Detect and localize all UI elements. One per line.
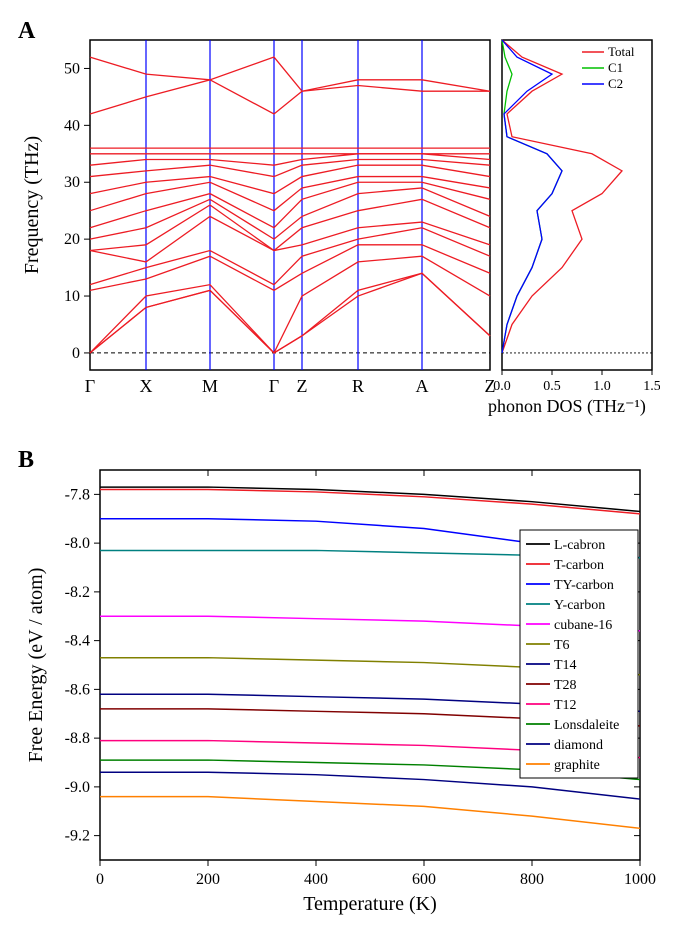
- svg-text:400: 400: [304, 871, 328, 888]
- svg-text:Γ: Γ: [85, 376, 95, 396]
- svg-text:C1: C1: [608, 60, 623, 75]
- svg-text:50: 50: [64, 60, 80, 77]
- svg-text:cubane-16: cubane-16: [554, 618, 612, 633]
- panel-a-label: A: [18, 18, 35, 45]
- svg-text:-9.2: -9.2: [65, 828, 90, 845]
- svg-text:0: 0: [96, 871, 104, 888]
- svg-text:Frequency (THz): Frequency (THz): [21, 136, 43, 274]
- svg-text:T28: T28: [554, 678, 577, 693]
- svg-text:30: 30: [64, 174, 80, 191]
- svg-text:Z: Z: [297, 376, 308, 396]
- panel-a-svg: 01020304050ΓXMΓZRAZFrequency (THz)0.00.5…: [20, 20, 660, 440]
- svg-text:Free Energy (eV / atom): Free Energy (eV / atom): [25, 568, 47, 763]
- svg-text:0.0: 0.0: [493, 379, 511, 394]
- svg-text:-8.4: -8.4: [65, 633, 90, 650]
- svg-text:-8.0: -8.0: [65, 535, 90, 552]
- svg-text:T12: T12: [554, 698, 577, 713]
- svg-text:Lonsdaleite: Lonsdaleite: [554, 718, 619, 733]
- svg-text:C2: C2: [608, 76, 623, 91]
- svg-text:1000: 1000: [624, 871, 656, 888]
- svg-text:200: 200: [196, 871, 220, 888]
- panel-b-label: B: [18, 447, 34, 474]
- svg-text:M: M: [202, 376, 218, 396]
- svg-text:0: 0: [72, 345, 80, 362]
- svg-text:Total: Total: [608, 44, 635, 59]
- svg-text:-9.0: -9.0: [65, 779, 90, 796]
- svg-text:T6: T6: [554, 638, 570, 653]
- svg-text:Temperature (K): Temperature (K): [303, 893, 437, 915]
- svg-text:600: 600: [412, 871, 436, 888]
- svg-text:-8.2: -8.2: [65, 584, 90, 601]
- figure-container: A 01020304050ΓXMΓZRAZFrequency (THz)0.00…: [20, 20, 660, 930]
- panel-b-svg: -7.8 -8.0 -8.2 -8.4 -8.6 -8.8 -9.0 -9.2 0 200 400 6…: [20, 455, 660, 925]
- svg-text:-7.8: -7.8: [65, 486, 90, 503]
- svg-text:1.5: 1.5: [643, 379, 660, 394]
- panel-a: A 01020304050ΓXMΓZRAZFrequency (THz)0.00…: [20, 20, 660, 445]
- svg-text:Γ: Γ: [269, 376, 279, 396]
- svg-text:Y-carbon: Y-carbon: [554, 598, 605, 613]
- panel-b: B -7.8-8.0-8.2-8.4-8.6-8.8-9.0-9.2020040…: [20, 455, 660, 930]
- svg-text:T14: T14: [554, 658, 577, 673]
- svg-text:A: A: [416, 376, 429, 396]
- svg-text:phonon DOS (THz⁻¹): phonon DOS (THz⁻¹): [488, 396, 646, 417]
- svg-text:-8.8: -8.8: [65, 730, 90, 747]
- svg-text:X: X: [140, 376, 153, 396]
- svg-text:40: 40: [64, 117, 80, 134]
- svg-text:1.0: 1.0: [593, 379, 611, 394]
- svg-text:graphite: graphite: [554, 758, 600, 773]
- svg-text:T-carbon: T-carbon: [554, 558, 604, 573]
- svg-text:800: 800: [520, 871, 544, 888]
- svg-text:diamond: diamond: [554, 738, 603, 753]
- svg-text:10: 10: [64, 288, 80, 305]
- svg-text:20: 20: [64, 231, 80, 248]
- svg-text:TY-carbon: TY-carbon: [554, 578, 614, 593]
- svg-text:-8.6: -8.6: [65, 681, 90, 698]
- svg-text:0.5: 0.5: [543, 379, 561, 394]
- svg-text:L-cabron: L-cabron: [554, 538, 605, 553]
- svg-text:R: R: [352, 376, 364, 396]
